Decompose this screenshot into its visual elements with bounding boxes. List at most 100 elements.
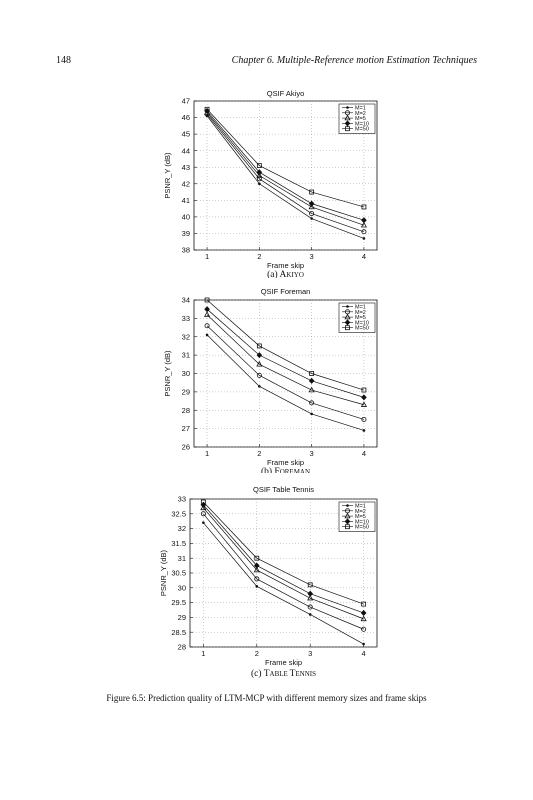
series-m-2	[204, 323, 367, 422]
legend-marker	[344, 319, 351, 326]
legend-label: M=10	[355, 519, 369, 525]
legend-marker	[344, 518, 351, 525]
akiyo-chart: 38 39 40 41 42 43 44 45 46 47 1 2 3 4 QSIF Akiyo Frame …	[163, 89, 378, 278]
page-header: 148 Chapter 6. Multiple-Reference motion…	[56, 55, 477, 71]
subfigure-caption: (c) TABLE TENNIS	[251, 668, 316, 679]
data-point	[253, 566, 260, 573]
y-axis-label: PSNR_Y (dB)	[159, 549, 168, 596]
series-m-1	[205, 114, 366, 240]
data-point	[202, 521, 205, 524]
series-line	[206, 334, 365, 431]
legend-label: M=5	[355, 514, 366, 520]
data-point	[258, 385, 261, 388]
legend: M=1M=2M=5M=10M=50	[338, 103, 376, 134]
series-line	[206, 112, 365, 226]
subfigure-caption: (b) FOREMAN	[261, 466, 310, 473]
series-line	[203, 513, 364, 630]
series-m-10	[204, 107, 367, 224]
legend-label: M=2	[355, 310, 366, 316]
data-point	[309, 189, 315, 195]
data-point	[361, 387, 367, 393]
data-point	[361, 601, 367, 607]
data-point	[362, 429, 366, 432]
legend-label: M=10	[355, 320, 369, 326]
y-tick-label: 30	[182, 369, 190, 378]
x-tick-label: 1	[201, 649, 205, 658]
y-tick-label: 28	[182, 406, 190, 415]
data-point	[361, 229, 367, 235]
data-point	[361, 416, 367, 422]
y-tick-label: 32.5	[171, 509, 186, 518]
data-point	[254, 555, 260, 561]
data-point	[256, 163, 262, 168]
data-point	[307, 594, 314, 601]
legend-label: M=5	[355, 116, 366, 122]
legend-label: M=50	[355, 127, 369, 133]
series-line	[206, 109, 365, 208]
series-line	[203, 522, 364, 645]
x-tick-label: 2	[257, 252, 261, 261]
data-point	[309, 400, 315, 406]
y-tick-label: 38	[182, 246, 190, 255]
chapter-title: Chapter 6. Multiple-Reference motion Est…	[231, 55, 477, 66]
legend-marker	[344, 120, 351, 127]
series-line	[203, 501, 364, 605]
series-m-1	[202, 521, 365, 646]
x-axis-label: Frame skip	[267, 458, 304, 467]
legend-label: M=2	[355, 509, 366, 515]
data-point	[256, 169, 263, 176]
data-point	[307, 590, 314, 597]
series-m-50	[204, 106, 367, 210]
series-line	[206, 110, 365, 221]
legend-marker	[345, 325, 350, 331]
data-point	[361, 217, 367, 224]
series-line	[206, 308, 365, 398]
data-point	[256, 360, 263, 367]
data-point	[362, 642, 365, 646]
series-m-50	[200, 499, 367, 607]
y-tick-label: 31.5	[171, 539, 186, 548]
y-tick-label: 44	[182, 146, 190, 155]
x-axis-label: Frame skip	[267, 261, 304, 270]
data-point	[200, 511, 206, 517]
figure-caption: Figure 6.5: Prediction quality of LTM-MC…	[106, 693, 427, 703]
series-m-1	[205, 333, 366, 432]
data-point	[360, 221, 368, 228]
data-point	[256, 352, 263, 359]
series-line	[206, 114, 365, 233]
legend-marker	[346, 305, 349, 308]
y-tick-label: 47	[182, 97, 190, 106]
y-tick-label: 27	[182, 424, 190, 433]
y-tick-label: 45	[182, 130, 190, 139]
data-point	[204, 297, 210, 303]
data-point	[253, 562, 260, 569]
data-point	[362, 237, 366, 240]
legend-marker	[346, 504, 349, 507]
legend: M=1M=2M=5M=10M=50	[338, 302, 376, 333]
x-tick-label: 1	[205, 449, 209, 458]
legend-label: M=2	[355, 111, 366, 117]
data-point	[360, 609, 367, 617]
data-point	[255, 585, 259, 588]
y-tick-label: 31	[182, 351, 190, 360]
data-point	[204, 106, 210, 112]
y-tick-label: 29	[178, 613, 186, 622]
y-tick-label: 32	[178, 524, 186, 533]
data-point	[310, 217, 313, 220]
legend: M=1M=2M=5M=10M=50	[338, 501, 376, 532]
data-point	[307, 582, 313, 588]
series-m-50	[204, 297, 367, 393]
data-point	[254, 576, 260, 582]
data-point	[308, 200, 315, 207]
legend-label: M=1	[355, 504, 366, 510]
x-axis-label: Frame skip	[265, 658, 302, 667]
x-tick-label: 1	[205, 252, 209, 261]
y-tick-label: 28	[178, 643, 186, 652]
data-point	[308, 377, 315, 384]
data-point	[308, 203, 315, 210]
legend-marker	[344, 512, 351, 519]
legend-label: M=50	[355, 525, 369, 531]
data-point	[361, 394, 367, 401]
x-tick-label: 2	[255, 649, 259, 658]
y-tick-label: 33	[178, 495, 186, 504]
